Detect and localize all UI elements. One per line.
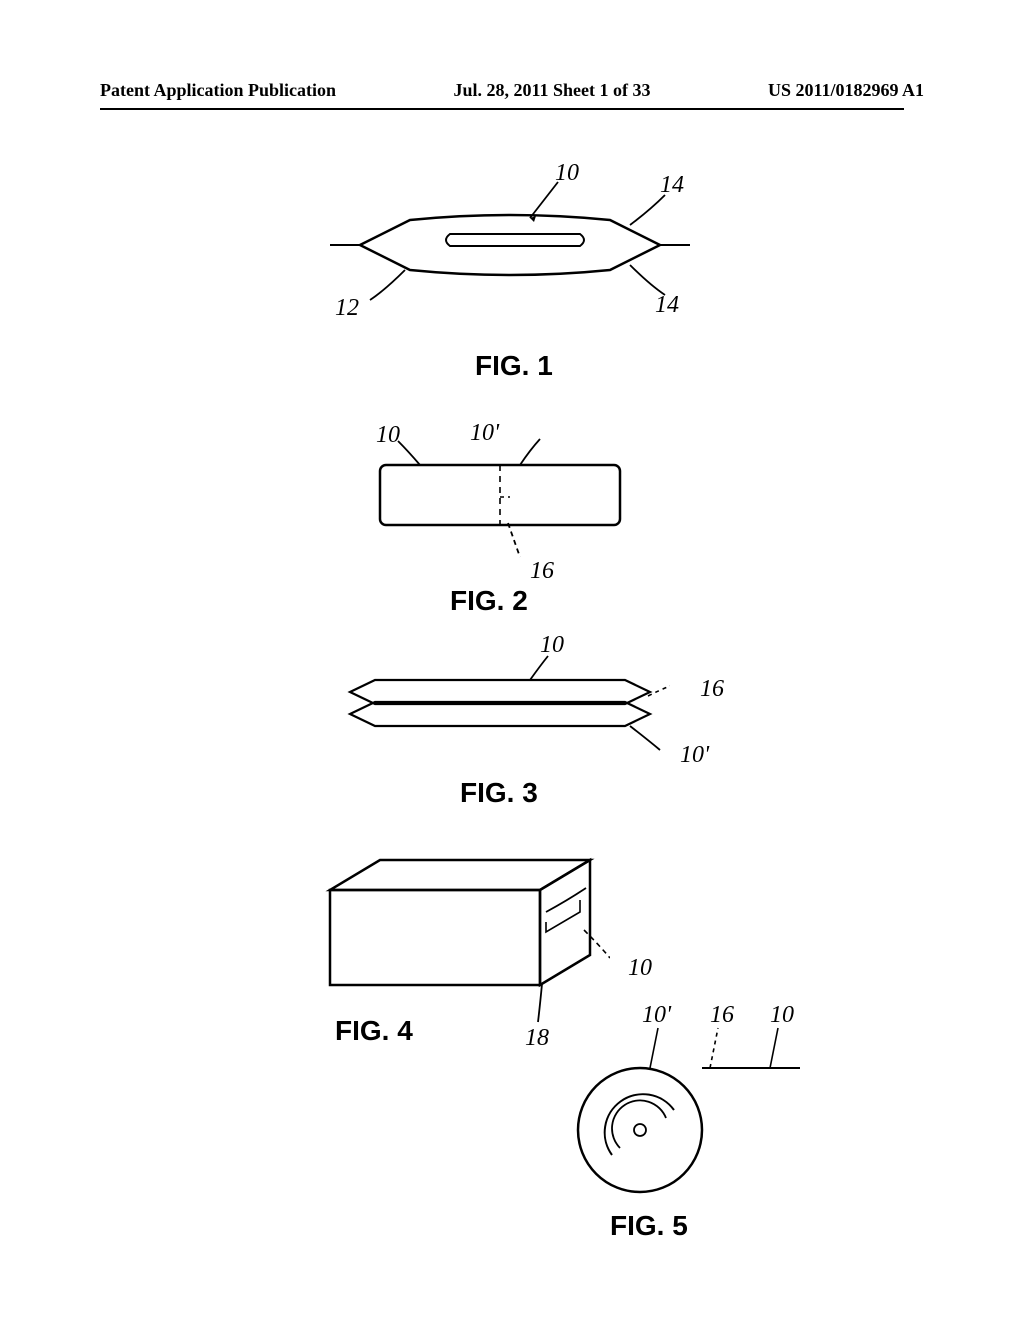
fig5-drawing — [540, 1010, 800, 1200]
header-right: US 2011/0182969 A1 — [768, 80, 924, 101]
patent-header: Patent Application Publication Jul. 28, … — [0, 80, 1024, 101]
fig5-label: FIG. 5 — [610, 1210, 688, 1242]
ref-14a: 14 — [660, 172, 684, 199]
ref-12: 12 — [335, 295, 359, 322]
fig3-drawing — [330, 652, 670, 762]
fig3-label: FIG. 3 — [460, 777, 538, 809]
header-rule — [100, 108, 904, 110]
fig4-label: FIG. 4 — [335, 1015, 413, 1047]
fig1-drawing — [330, 170, 690, 320]
ref-16: 16 — [710, 1002, 734, 1029]
fig2-drawing — [360, 435, 640, 565]
ref-14b: 14 — [655, 292, 679, 319]
ref-10: 10 — [628, 955, 652, 982]
ref-10: 10 — [770, 1002, 794, 1029]
ref-10p: 10' — [642, 1002, 671, 1029]
ref-16: 16 — [700, 676, 724, 703]
ref-10: 10 — [555, 160, 579, 187]
ref-10p: 10' — [680, 742, 709, 769]
header-center: Jul. 28, 2011 Sheet 1 of 33 — [453, 80, 650, 101]
ref-10: 10 — [376, 422, 400, 449]
ref-10p: 10' — [470, 420, 499, 447]
ref-10: 10 — [540, 632, 564, 659]
fig1-label: FIG. 1 — [475, 350, 553, 382]
ref-16: 16 — [530, 558, 554, 585]
header-left: Patent Application Publication — [100, 80, 336, 101]
fig2-label: FIG. 2 — [450, 585, 528, 617]
